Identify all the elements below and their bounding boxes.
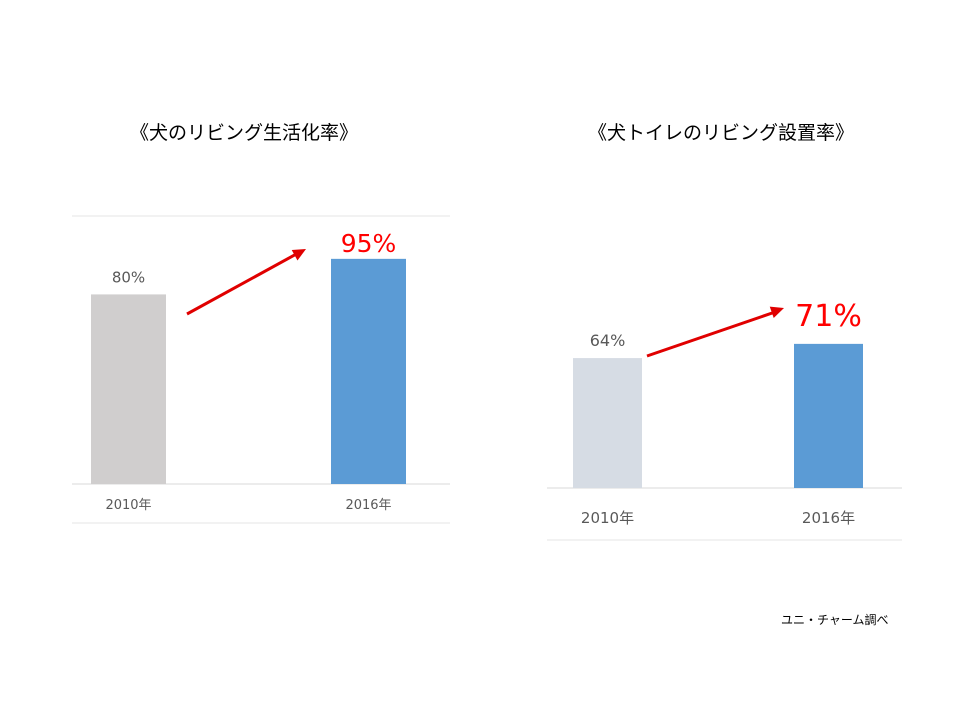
living-value-label-1: 95% <box>341 229 397 258</box>
living-value-label-0: 80% <box>112 268 145 286</box>
living-category-label-1: 2016年 <box>345 498 391 513</box>
chart-title-toilet-rate: 《犬トイレのリビング設置率》 <box>588 122 855 144</box>
living-category-label-0: 2010年 <box>105 498 151 513</box>
source-note: ユニ・チャーム調べ <box>781 613 889 627</box>
toilet-category-label-0: 2010年 <box>581 509 634 527</box>
chart-title-living-rate: 《犬のリビング生活化率》 <box>130 122 359 144</box>
toilet-trend-arrow-shaft <box>646 309 779 358</box>
toilet-bar-0 <box>573 358 642 488</box>
living-bar-1 <box>331 258 406 484</box>
toilet-value-label-0: 64% <box>590 331 626 350</box>
living-trend-arrow-shaft <box>186 250 301 316</box>
living-bar-0 <box>91 294 166 484</box>
toilet-bar-1 <box>794 343 863 488</box>
toilet-category-label-1: 2016年 <box>802 509 855 527</box>
living-trend-arrow-head <box>291 249 306 261</box>
toilet-trend-arrow-head <box>769 306 784 318</box>
toilet-value-label-1: 71% <box>795 299 862 334</box>
